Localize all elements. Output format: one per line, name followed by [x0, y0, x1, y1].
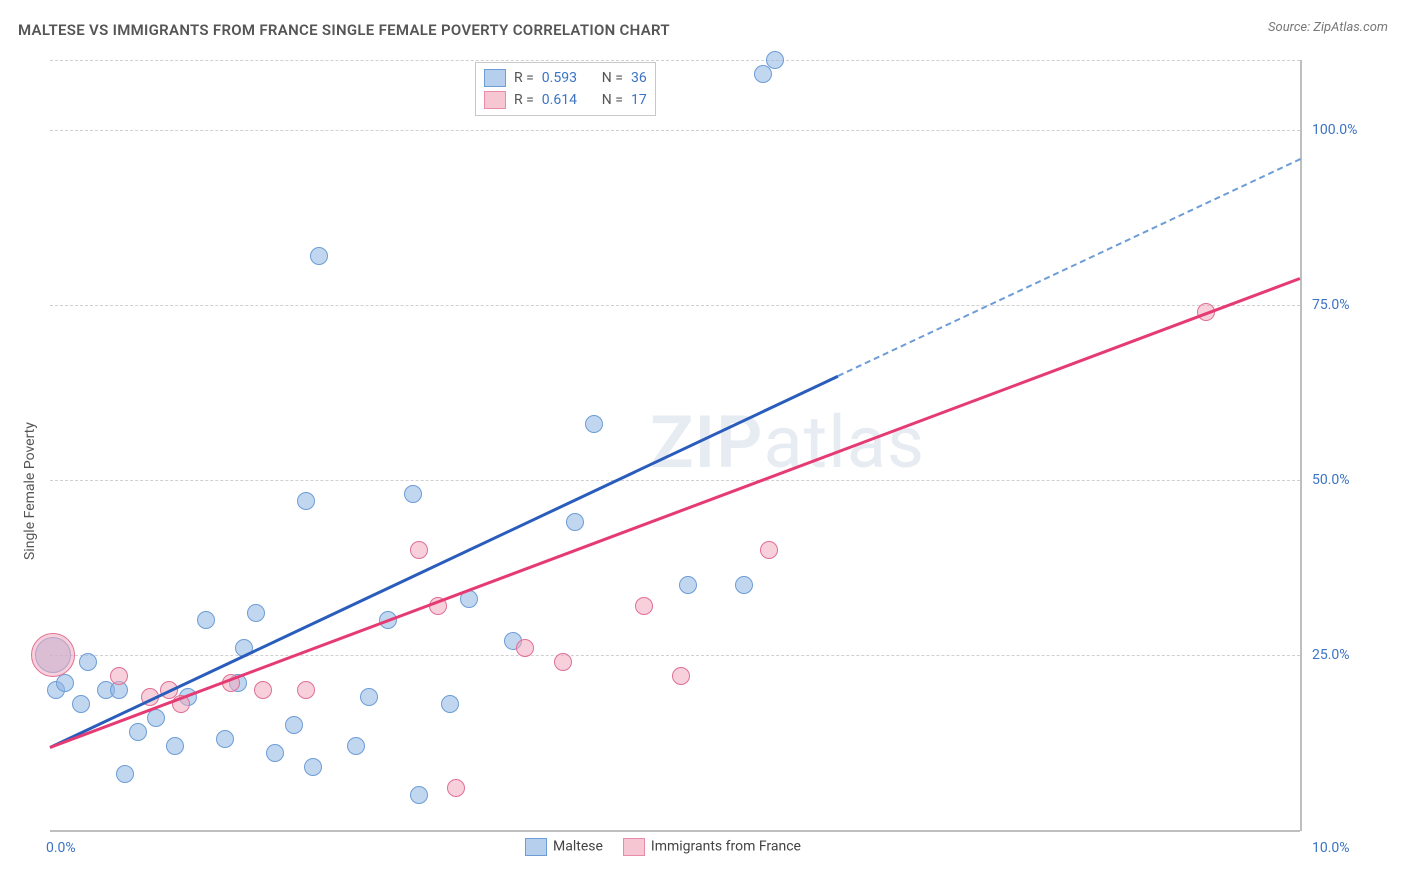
- data-point: [347, 737, 365, 755]
- legend-row: R = 0.593 N = 36: [484, 67, 647, 89]
- legend-n-value: 36: [631, 70, 647, 86]
- legend-r-label: R =: [514, 70, 534, 86]
- y-tick-label: 75.0%: [1312, 297, 1350, 313]
- legend-correlation: R = 0.593 N = 36 R = 0.614 N = 17: [475, 62, 656, 116]
- data-point: [635, 597, 653, 615]
- legend-swatch: [525, 838, 547, 856]
- legend-row: R = 0.614 N = 17: [484, 89, 647, 111]
- chart-title: MALTESE VS IMMIGRANTS FROM FRANCE SINGLE…: [18, 21, 670, 39]
- trend-line: [49, 375, 838, 749]
- y-tick-label: 25.0%: [1312, 647, 1350, 663]
- legend-n-value: 17: [631, 92, 647, 108]
- grid-line: [50, 480, 1300, 481]
- data-point: [754, 65, 772, 83]
- data-point: [254, 681, 272, 699]
- data-point: [516, 639, 534, 657]
- data-point: [585, 415, 603, 433]
- data-point: [441, 695, 459, 713]
- data-point: [760, 541, 778, 559]
- data-point: [31, 633, 75, 677]
- data-point: [166, 737, 184, 755]
- legend-r-value: 0.614: [542, 92, 594, 108]
- data-point: [247, 604, 265, 622]
- data-point: [404, 485, 422, 503]
- data-point: [110, 667, 128, 685]
- title-bar: MALTESE VS IMMIGRANTS FROM FRANCE SINGLE…: [18, 20, 1388, 48]
- data-point: [554, 653, 572, 671]
- legend-swatch: [484, 69, 506, 87]
- source-attribution: Source: ZipAtlas.com: [1268, 20, 1388, 35]
- legend-n-label: N =: [602, 92, 623, 108]
- grid-line: [50, 130, 1300, 131]
- legend-n-label: N =: [602, 70, 623, 86]
- data-point: [297, 681, 315, 699]
- data-point: [735, 576, 753, 594]
- data-point: [304, 758, 322, 776]
- data-point: [216, 730, 234, 748]
- data-point: [116, 765, 134, 783]
- legend-r-label: R =: [514, 92, 534, 108]
- legend-swatch: [484, 91, 506, 109]
- data-point: [129, 723, 147, 741]
- x-axis-min-label: 0.0%: [46, 840, 76, 856]
- grid-line: [50, 305, 1300, 306]
- data-point: [197, 611, 215, 629]
- legend-item: Immigrants from France: [623, 838, 801, 856]
- data-point: [679, 576, 697, 594]
- legend-r-value: 0.593: [542, 70, 594, 86]
- data-point: [297, 492, 315, 510]
- data-point: [410, 786, 428, 804]
- grid-line: [50, 60, 1300, 61]
- data-point: [766, 51, 784, 69]
- legend-label: Maltese: [553, 839, 603, 855]
- chart-container: MALTESE VS IMMIGRANTS FROM FRANCE SINGLE…: [0, 0, 1406, 892]
- y-tick-label: 100.0%: [1312, 122, 1357, 138]
- data-point: [447, 779, 465, 797]
- legend-label: Immigrants from France: [651, 839, 801, 855]
- x-axis-max-label: 10.0%: [1312, 840, 1350, 856]
- data-point: [79, 653, 97, 671]
- trend-line: [837, 158, 1300, 377]
- data-point: [56, 674, 74, 692]
- data-point: [672, 667, 690, 685]
- y-axis-line-right: [1300, 60, 1302, 831]
- data-point: [360, 688, 378, 706]
- data-point: [566, 513, 584, 531]
- legend-series: Maltese Immigrants from France: [525, 838, 801, 856]
- data-point: [310, 247, 328, 265]
- x-axis-line: [50, 830, 1300, 832]
- data-point: [72, 695, 90, 713]
- y-axis-label: Single Female Poverty: [22, 422, 38, 560]
- data-point: [266, 744, 284, 762]
- y-tick-label: 50.0%: [1312, 472, 1350, 488]
- plot-area: 25.0%50.0%75.0%100.0%0.0%10.0%R =0.593N …: [50, 60, 1300, 830]
- data-point: [410, 541, 428, 559]
- data-point: [147, 709, 165, 727]
- legend-swatch: [623, 838, 645, 856]
- legend-item: Maltese: [525, 838, 603, 856]
- data-point: [285, 716, 303, 734]
